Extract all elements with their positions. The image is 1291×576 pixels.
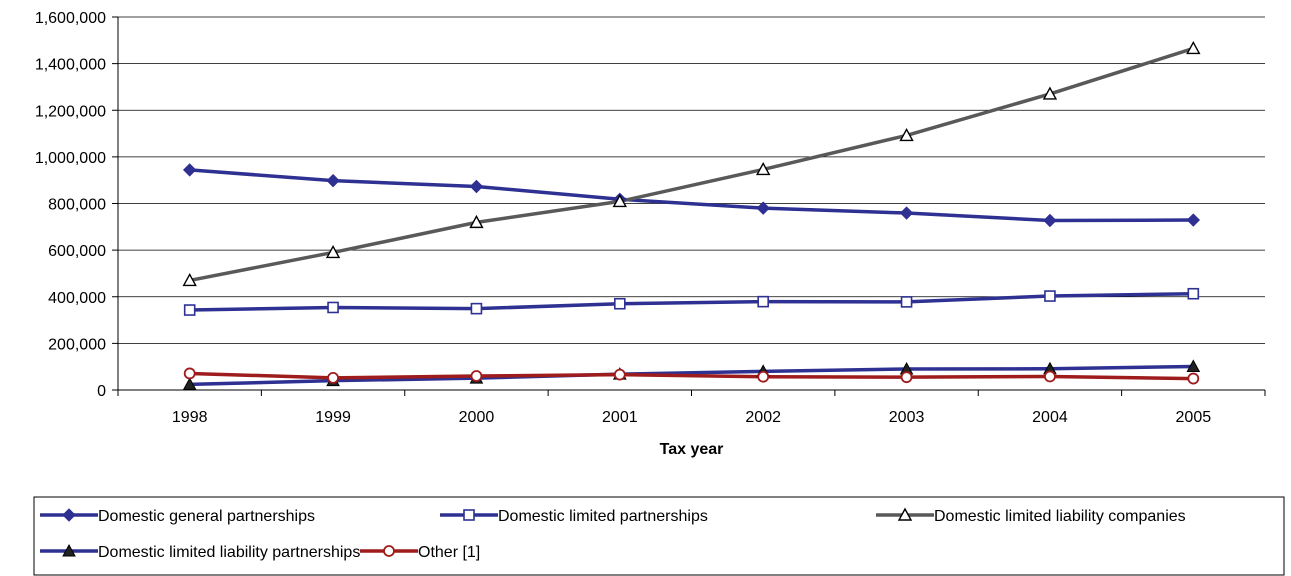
data-point-domestic-limited-liability-companies: [469, 214, 484, 229]
legend-box: [33, 496, 1285, 576]
data-point-domestic-limited-partnerships: [1187, 287, 1200, 300]
data-point-domestic-general-partnerships: [756, 201, 770, 215]
data-point-other-1: [470, 370, 483, 382]
data-point-other-1: [1187, 372, 1200, 385]
data-point-domestic-general-partnerships: [1186, 213, 1201, 227]
y-tick-label: 1,000,000: [35, 150, 106, 167]
data-point-domestic-limited-liability-companies: [1186, 41, 1201, 55]
legend-marker-other-1: [383, 545, 395, 557]
legend-label-domestic-limited-liability-companies: Domestic limited liability companies: [934, 508, 1186, 525]
data-point-domestic-limited-partnerships: [1044, 290, 1056, 302]
x-tick-label: 1998: [172, 409, 208, 426]
data-point-other-1: [1044, 370, 1056, 383]
data-point-domestic-limited-partnerships: [470, 302, 483, 315]
data-point-domestic-limited-liability-companies: [612, 193, 627, 208]
x-tick-label: 2002: [745, 409, 781, 426]
x-tick-label: 2004: [1032, 409, 1068, 426]
data-point-domestic-limited-partnerships: [757, 295, 769, 308]
data-point-domestic-limited-liability-partnerships: [1186, 359, 1201, 372]
y-tick-label: 1,600,000: [35, 10, 106, 27]
data-point-other-1: [183, 367, 196, 380]
series-line-domestic-limited-liability-partnerships: [189, 364, 1194, 387]
legend-label-domestic-limited-liability-partnerships: Domestic limited liability partnerships: [98, 544, 360, 561]
data-point-other-1: [327, 371, 339, 384]
series-markers: [182, 41, 1201, 390]
y-tick-label: 600,000: [48, 243, 106, 260]
data-point-other-1: [613, 368, 626, 381]
data-point-domestic-limited-liability-companies: [325, 244, 341, 259]
legend-label-other-1: Other [1]: [418, 544, 480, 561]
x-tick-label: 2000: [459, 409, 495, 426]
legend-marker-domestic-limited-partnerships: [463, 509, 475, 521]
data-point-domestic-limited-liability-companies: [899, 127, 914, 142]
series-line-other-1: [189, 371, 1194, 381]
x-tick-label: 2005: [1176, 409, 1212, 426]
y-tick-label: 800,000: [48, 197, 106, 214]
legend: Domestic general partnerships Domestic li…: [40, 507, 1186, 561]
data-point-domestic-limited-partnerships: [327, 301, 339, 314]
series-lines: [189, 46, 1194, 387]
data-point-domestic-limited-partnerships: [614, 297, 626, 310]
gridlines: [118, 16, 1265, 344]
x-tick-label: 2001: [602, 409, 638, 426]
y-axis-tick-labels: 0 200,000 400,000 600,000 800,000 1,000,000 1,…: [35, 10, 106, 400]
axes: [112, 16, 1266, 396]
x-axis-tick-labels: 1998 1999 2000 2001 2002 2003 2004 2005: [172, 409, 1211, 426]
data-point-domestic-general-partnerships: [326, 173, 340, 188]
legend-marker-domestic-limited-liability-companies: [897, 507, 913, 521]
data-point-domestic-limited-liability-partnerships: [182, 377, 197, 390]
data-point-domestic-general-partnerships: [182, 163, 197, 177]
data-point-domestic-general-partnerships: [469, 179, 484, 194]
legend-label-domestic-limited-partnerships: Domestic limited partnerships: [498, 508, 708, 525]
y-tick-label: 0: [97, 383, 106, 400]
data-point-other-1: [900, 371, 913, 384]
legend-marker-domestic-limited-liability-partnerships: [62, 543, 76, 557]
y-tick-label: 1,400,000: [35, 57, 106, 74]
series-line-domestic-general-partnerships: [189, 168, 1194, 223]
x-tick-label: 1999: [315, 409, 351, 426]
series-line-domestic-limited-liability-companies: [189, 46, 1194, 283]
y-tick-label: 400,000: [48, 290, 106, 307]
data-point-domestic-general-partnerships: [899, 206, 914, 220]
legend-label-domestic-general-partnerships: Domestic general partnerships: [98, 508, 315, 525]
data-point-domestic-limited-partnerships: [900, 296, 913, 308]
data-point-other-1: [757, 370, 770, 383]
data-point-domestic-general-partnerships: [1043, 213, 1057, 228]
y-tick-label: 1,200,000: [35, 103, 106, 120]
data-point-domestic-limited-liability-companies: [756, 162, 771, 176]
data-point-domestic-limited-partnerships: [183, 304, 196, 316]
x-axis-title: Tax year: [660, 441, 724, 458]
x-tick-label: 2003: [889, 409, 925, 426]
y-tick-label: 200,000: [48, 336, 106, 353]
data-point-domestic-limited-liability-companies: [182, 272, 197, 287]
data-point-domestic-limited-liability-companies: [1042, 86, 1058, 100]
series-line-domestic-limited-partnerships: [189, 291, 1194, 312]
legend-marker-domestic-general-partnerships: [62, 508, 76, 522]
